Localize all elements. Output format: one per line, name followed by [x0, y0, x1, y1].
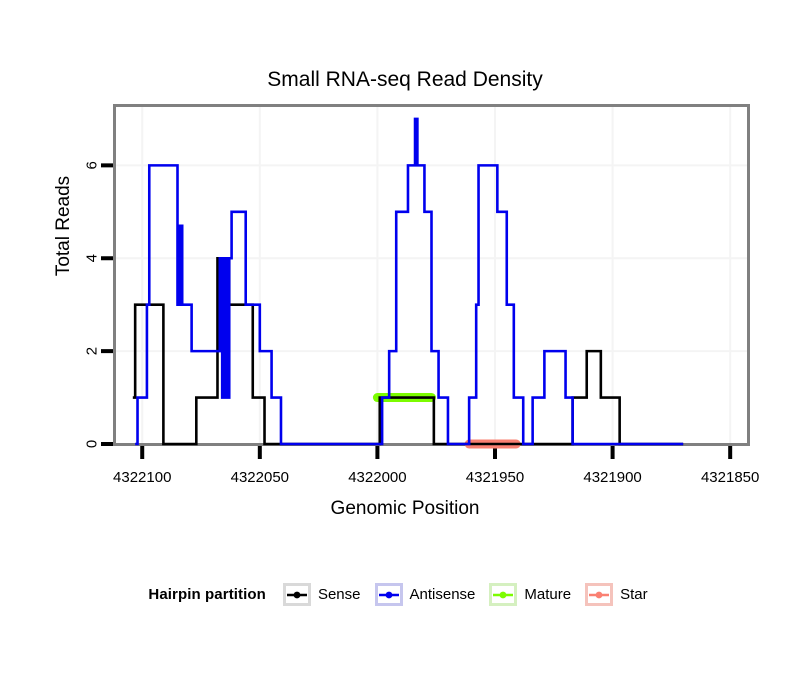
legend-glyph-sense-icon	[286, 591, 307, 598]
legend-entry-antisense[interactable]: Antisense	[374, 583, 476, 606]
x-tick-label: 4321900	[583, 469, 641, 486]
y-tick-label: 2	[84, 347, 101, 355]
x-tick-label: 4321850	[701, 469, 759, 486]
x-axis-tick-labels: 4322100 4322050 4322000 4321950 4321900 43218…	[113, 469, 759, 486]
legend-label-star: Star	[620, 586, 648, 603]
x-axis-ticks	[140, 446, 733, 459]
series-line-sense	[132, 256, 684, 446]
x-tick-label: 4322050	[231, 469, 289, 486]
legend-glyph-antisense-icon	[378, 591, 399, 598]
y-tick-label: 4	[84, 254, 101, 262]
chart-legend: Hairpin partition Sense Antisense Mature St…	[0, 583, 810, 606]
x-tick-label: 4322000	[348, 469, 406, 486]
legend-key-mature	[489, 583, 518, 606]
x-tick-label: 4321950	[466, 469, 524, 486]
x-tick-label: 4322100	[113, 469, 171, 486]
y-tick-label: 6	[84, 161, 101, 169]
legend-key-antisense	[374, 583, 403, 606]
legend-label-sense: Sense	[317, 586, 361, 603]
legend-label-mature: Mature	[524, 586, 572, 603]
chart-title: Small RNA-seq Read Density	[267, 68, 543, 91]
y-tick-label: 0	[84, 440, 101, 448]
data-series	[132, 117, 684, 446]
x-axis-label: Genomic Position	[330, 498, 480, 519]
legend-title: Hairpin partition	[148, 586, 266, 603]
plot-frame	[113, 104, 750, 446]
y-axis-tick-labels: 0 2 4 6	[84, 161, 101, 448]
legend-entry-mature[interactable]: Mature	[489, 583, 571, 606]
legend-entry-list: Sense Antisense Mature Star	[282, 583, 662, 606]
series-line-antisense	[135, 117, 684, 446]
legend-key-sense	[282, 583, 311, 606]
y-axis-label: Total Reads	[53, 175, 74, 277]
legend-glyph-mature-icon	[493, 591, 514, 598]
legend-key-star	[585, 583, 614, 606]
legend-label-antisense: Antisense	[409, 586, 476, 603]
legend-entry-star[interactable]: Star	[585, 583, 648, 606]
legend-entry-sense[interactable]: Sense	[282, 583, 361, 606]
legend-glyph-star-icon	[589, 591, 610, 598]
y-axis-ticks	[101, 163, 113, 446]
